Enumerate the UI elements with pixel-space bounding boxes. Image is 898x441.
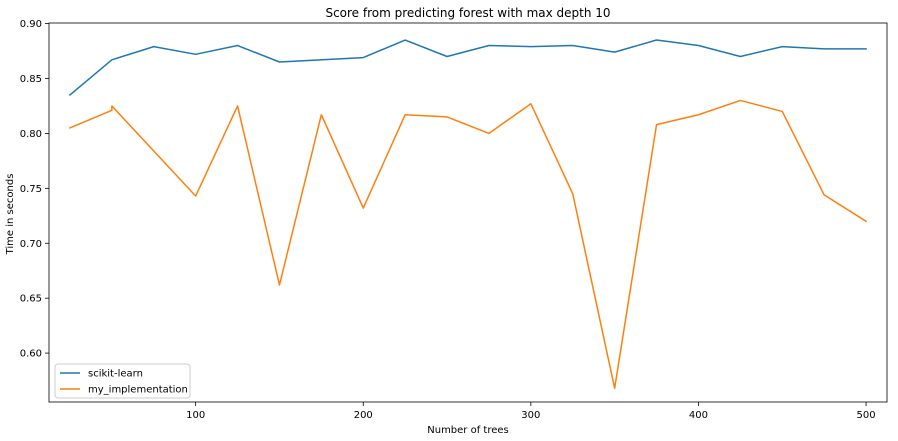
x-axis-label: Number of trees: [427, 425, 509, 436]
series-line-2: [68, 99, 868, 390]
y-tick-label: 0.60: [20, 349, 42, 360]
y-tick-label: 0.90: [20, 19, 42, 30]
y-tick-label: 0.70: [20, 239, 42, 250]
y-tick-label: 0.65: [20, 294, 42, 305]
x-tick-label: 400: [689, 410, 708, 421]
legend: scikit-learn my_implementation: [54, 363, 191, 399]
legend-box: [54, 363, 191, 399]
x-axis-ticks: 100 200 300 400 500: [186, 402, 876, 421]
y-tick-label: 0.85: [20, 74, 42, 85]
legend-label: my_implementation: [88, 385, 188, 396]
x-tick-label: 100: [186, 410, 205, 421]
plot-frame: [48, 22, 888, 403]
legend-label: scikit-learn: [88, 369, 143, 380]
x-tick-label: 500: [857, 410, 876, 421]
y-axis-ticks: 0.60 0.65 0.70 0.75 0.80 0.85 0.90: [20, 19, 49, 360]
series-line-1: [68, 39, 867, 97]
x-tick-label: 200: [354, 410, 373, 421]
y-tick-label: 0.80: [20, 129, 42, 140]
chart-title: Score from predicting forest with max de…: [325, 6, 610, 20]
y-tick-label: 0.75: [20, 184, 42, 195]
plot-area: [48, 22, 888, 403]
y-axis-label: Time in seconds: [5, 174, 16, 256]
x-tick-label: 300: [521, 410, 540, 421]
